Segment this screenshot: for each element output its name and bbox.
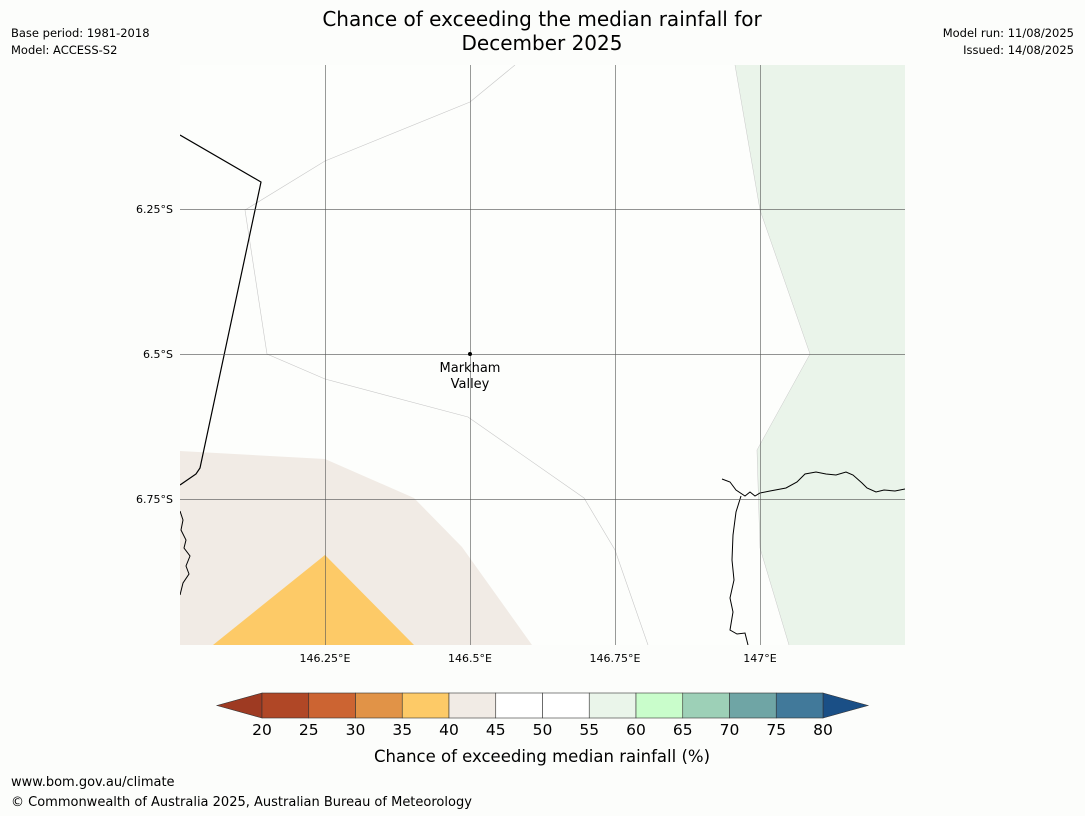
colorbar-tick-label: 30 <box>346 721 366 739</box>
lon-tick-label: 147°E <box>743 652 776 665</box>
colorbar-tick-label: 50 <box>533 721 553 739</box>
coastline-east <box>721 471 905 497</box>
lat-tick-label: 6.5°S <box>143 348 173 361</box>
map-panel: Markham Valley 6.25°S 6.5°S 6.75°S 146.2… <box>136 65 905 665</box>
colorbar-swatch <box>401 692 450 719</box>
colorbar-tick-label: 25 <box>299 721 319 739</box>
colorbar-swatch <box>261 692 310 719</box>
contour-line <box>734 65 811 645</box>
place-label-line-2: Valley <box>451 377 490 392</box>
colorbar-swatch <box>448 692 497 719</box>
model-run-info: Model run: 11/08/2025 Issued: 14/08/2025 <box>943 25 1074 59</box>
colorbar-swatch <box>355 692 403 719</box>
lat-tick-label: 6.25°S <box>136 203 173 216</box>
colorbar-label: Chance of exceeding median rainfall (%) <box>374 747 710 766</box>
colorbar-swatch <box>682 692 730 719</box>
border-line <box>180 134 262 486</box>
issued-text: Issued: 14/08/2025 <box>963 43 1074 57</box>
base-period-info: Base period: 1981-2018 Model: ACCESS-S2 <box>11 25 150 59</box>
colorbar-tick-label: 55 <box>579 721 599 739</box>
lon-tick-label: 146.25°E <box>300 652 351 665</box>
colorbar-swatch <box>729 692 777 719</box>
probability-region-35-40 <box>213 555 414 645</box>
colorbar-tick-label: 35 <box>392 721 412 739</box>
colorbar-swatch <box>775 692 824 719</box>
coastline-west <box>180 510 191 596</box>
colorbar-tick-label: 70 <box>720 721 740 739</box>
lon-tick-label: 146.5°E <box>448 652 492 665</box>
title-line-2: December 2025 <box>461 31 623 55</box>
colorbar-tick-label: 65 <box>673 721 693 739</box>
probability-region-55-60 <box>735 65 905 645</box>
place-marker <box>468 352 472 356</box>
model-text: Model: ACCESS-S2 <box>11 43 118 57</box>
colorbar-over-arrow <box>822 692 870 719</box>
lat-tick-label: 6.75°S <box>136 493 173 506</box>
colorbar-swatch <box>635 692 684 719</box>
colorbar: 20 25 30 35 40 45 50 55 60 65 70 75 80 Chance of exc… <box>215 692 870 766</box>
colorbar-swatch <box>308 692 356 719</box>
base-period-text: Base period: 1981-2018 <box>11 26 150 40</box>
lon-tick-label: 146.75°E <box>590 652 641 665</box>
map-title: Chance of exceeding the median rainfall … <box>242 7 842 55</box>
colorbar-tick-label: 60 <box>626 721 646 739</box>
coastline-east-south <box>729 495 749 645</box>
footer-copyright: © Commonwealth of Australia 2025, Austra… <box>11 795 472 810</box>
place-label-line-1: Markham <box>440 361 501 376</box>
colorbar-swatch <box>588 692 637 719</box>
contour-line <box>244 65 649 645</box>
colorbar-tick-label: 45 <box>486 721 506 739</box>
colorbar-swatch <box>495 692 543 719</box>
model-run-text: Model run: 11/08/2025 <box>942 26 1074 40</box>
title-line-1: Chance of exceeding the median rainfall … <box>322 7 762 31</box>
colorbar-tick-label: 75 <box>766 721 786 739</box>
colorbar-swatch <box>542 692 590 719</box>
colorbar-tick-label: 20 <box>252 721 272 739</box>
colorbar-tick-label: 40 <box>439 721 459 739</box>
footer-url: www.bom.gov.au/climate <box>11 775 175 790</box>
colorbar-tick-label: 80 <box>813 721 833 739</box>
colorbar-under-arrow <box>215 692 263 719</box>
